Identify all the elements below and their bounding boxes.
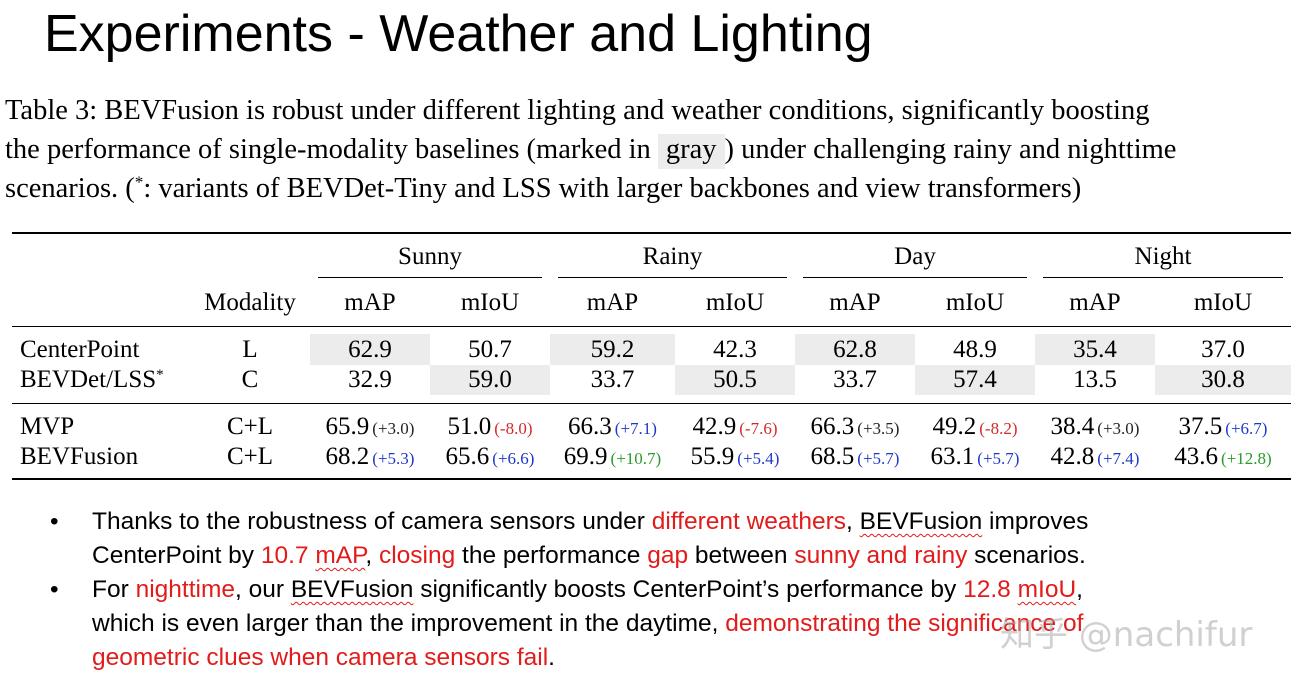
metric-header: mAP [1035,281,1155,327]
value-cell: 32.9 [310,364,430,404]
value-cell: 37.5 (+6.7) [1178,412,1268,440]
bullet-list: • Thanks to the robustness of camera sen… [50,505,1280,675]
delta: (-7.6) [739,418,778,438]
watermark: 知乎 @nachifur [1000,615,1253,655]
value-cell: 59.0 [430,364,550,404]
value-cell: 49.2 (-8.2) [932,412,1018,440]
modality-cell: C+L [226,412,274,440]
value-cell: 43.6 (+12.8) [1174,443,1272,470]
method-name: CenterPoint [20,335,140,363]
value-cell: 68.2 (+5.3) [325,443,415,470]
value-cell: 65.9 (+3.0) [325,412,415,440]
table-caption: Table 3: BEVFusion is robust under diffe… [5,91,1301,208]
delta: (+5.7) [857,449,900,468]
table-row: MVP C+L 65.9 (+3.0) 51.0 (-8.0) 66.3 (+7.1)… [12,403,1291,442]
delta: (+3.0) [1097,418,1140,438]
value-cell: 38.4 (+3.0) [1050,412,1140,440]
value-cell: 62.9 [310,326,430,365]
caption-line-3: scenarios. (*: variants of BEVDet-Tiny a… [5,172,1082,204]
table-row: BEVFusion C+L 68.2 (+5.3) 65.6 (+6.6) 69.9… [12,442,1291,479]
value-cell: 55.9 (+5.4) [690,443,780,470]
value-cell: 51.0 (-8.0) [447,412,533,440]
bullet-item: • For nighttime, our BEVFusion significa… [50,573,1280,675]
bullet-dot: • [50,508,59,535]
group-day: Day [795,233,1035,281]
bullet-item: • Thanks to the robustness of camera sen… [50,505,1280,573]
modality-cell: C+L [226,443,274,470]
delta: (+10.7) [610,449,662,468]
delta: (+5.7) [977,449,1020,468]
delta: (+6.7) [1225,418,1268,438]
metric-header: mAP [795,281,915,327]
delta: (+12.8) [1221,449,1272,468]
delta: (+5.3) [372,449,415,468]
metric-header-row: Modality mAP mIoU mAP mIoU mAP mIoU mAP … [12,281,1292,327]
delta: (+5.4) [737,449,780,468]
gray-marker: gray [657,134,725,169]
value-cell: 42.3 [713,335,757,363]
group-night: Night [1035,233,1291,281]
delta: (+7.4) [1097,449,1140,468]
bullet-dot: • [50,576,59,603]
delta: (+3.0) [372,418,415,438]
slide-title: Experiments - Weather and Lighting [44,5,873,63]
metric-header: mAP [310,281,430,327]
method-name: BEVDet/LSS* [12,364,190,404]
modality-header: Modality [190,281,310,327]
value-cell: 42.8 (+7.4) [1050,443,1140,470]
group-rainy: Rainy [550,233,795,281]
delta: (+7.1) [614,418,657,438]
value-cell: 59.2 [550,326,675,365]
value-cell: 50.5 [675,364,795,404]
value-cell: 48.9 [953,335,997,363]
value-cell: 66.3 (+3.5) [810,412,900,440]
value-cell: 62.8 [795,326,915,365]
value-cell: 63.1 (+5.7) [930,443,1020,470]
modality-cell: L [242,335,258,363]
value-cell: 30.8 [1155,364,1292,404]
group-sunny: Sunny [310,233,550,281]
value-cell: 42.9 (-7.6) [692,412,778,440]
value-cell: 13.5 [1035,364,1155,404]
value-cell: 65.6 (+6.6) [445,443,535,470]
metric-header: mIoU [675,281,795,327]
caption-line-1: Table 3: BEVFusion is robust under diffe… [5,95,1150,126]
value-cell: 33.7 [550,364,675,404]
metric-header: mIoU [1155,281,1292,327]
value-cell: 66.3 (+7.1) [568,412,657,440]
metric-header: mIoU [915,281,1035,327]
value-cell: 33.7 [795,364,915,404]
value-cell: 57.4 [915,364,1035,404]
table-row: BEVDet/LSS* C 32.9 59.0 33.7 50.5 33.7 5… [12,364,1292,404]
value-cell: 35.4 [1035,326,1155,365]
delta: (+3.5) [857,418,900,438]
method-name: MVP [20,412,75,440]
delta: (+6.6) [492,449,535,468]
table-row: CenterPoint L 62.9 50.7 59.2 42.3 62.8 4… [12,326,1291,365]
metric-header: mAP [550,281,675,327]
caption-line-2: the performance of single-modality basel… [5,130,1301,169]
value-cell: 68.5 (+5.7) [810,443,900,470]
value-cell: 69.9 (+10.7) [563,443,662,470]
group-header-row: Sunny Rainy Day Night [12,233,1291,281]
modality-cell: C [190,364,310,404]
method-name: BEVFusion [20,443,139,470]
results-table: Sunny Rainy Day Night Modality mAP mIoU … [12,232,1292,480]
metric-header: mIoU [430,281,550,327]
delta: (-8.0) [494,418,533,438]
value-cell: 37.0 [1201,335,1245,363]
value-cell: 50.7 [468,335,512,363]
delta: (-8.2) [979,418,1018,438]
